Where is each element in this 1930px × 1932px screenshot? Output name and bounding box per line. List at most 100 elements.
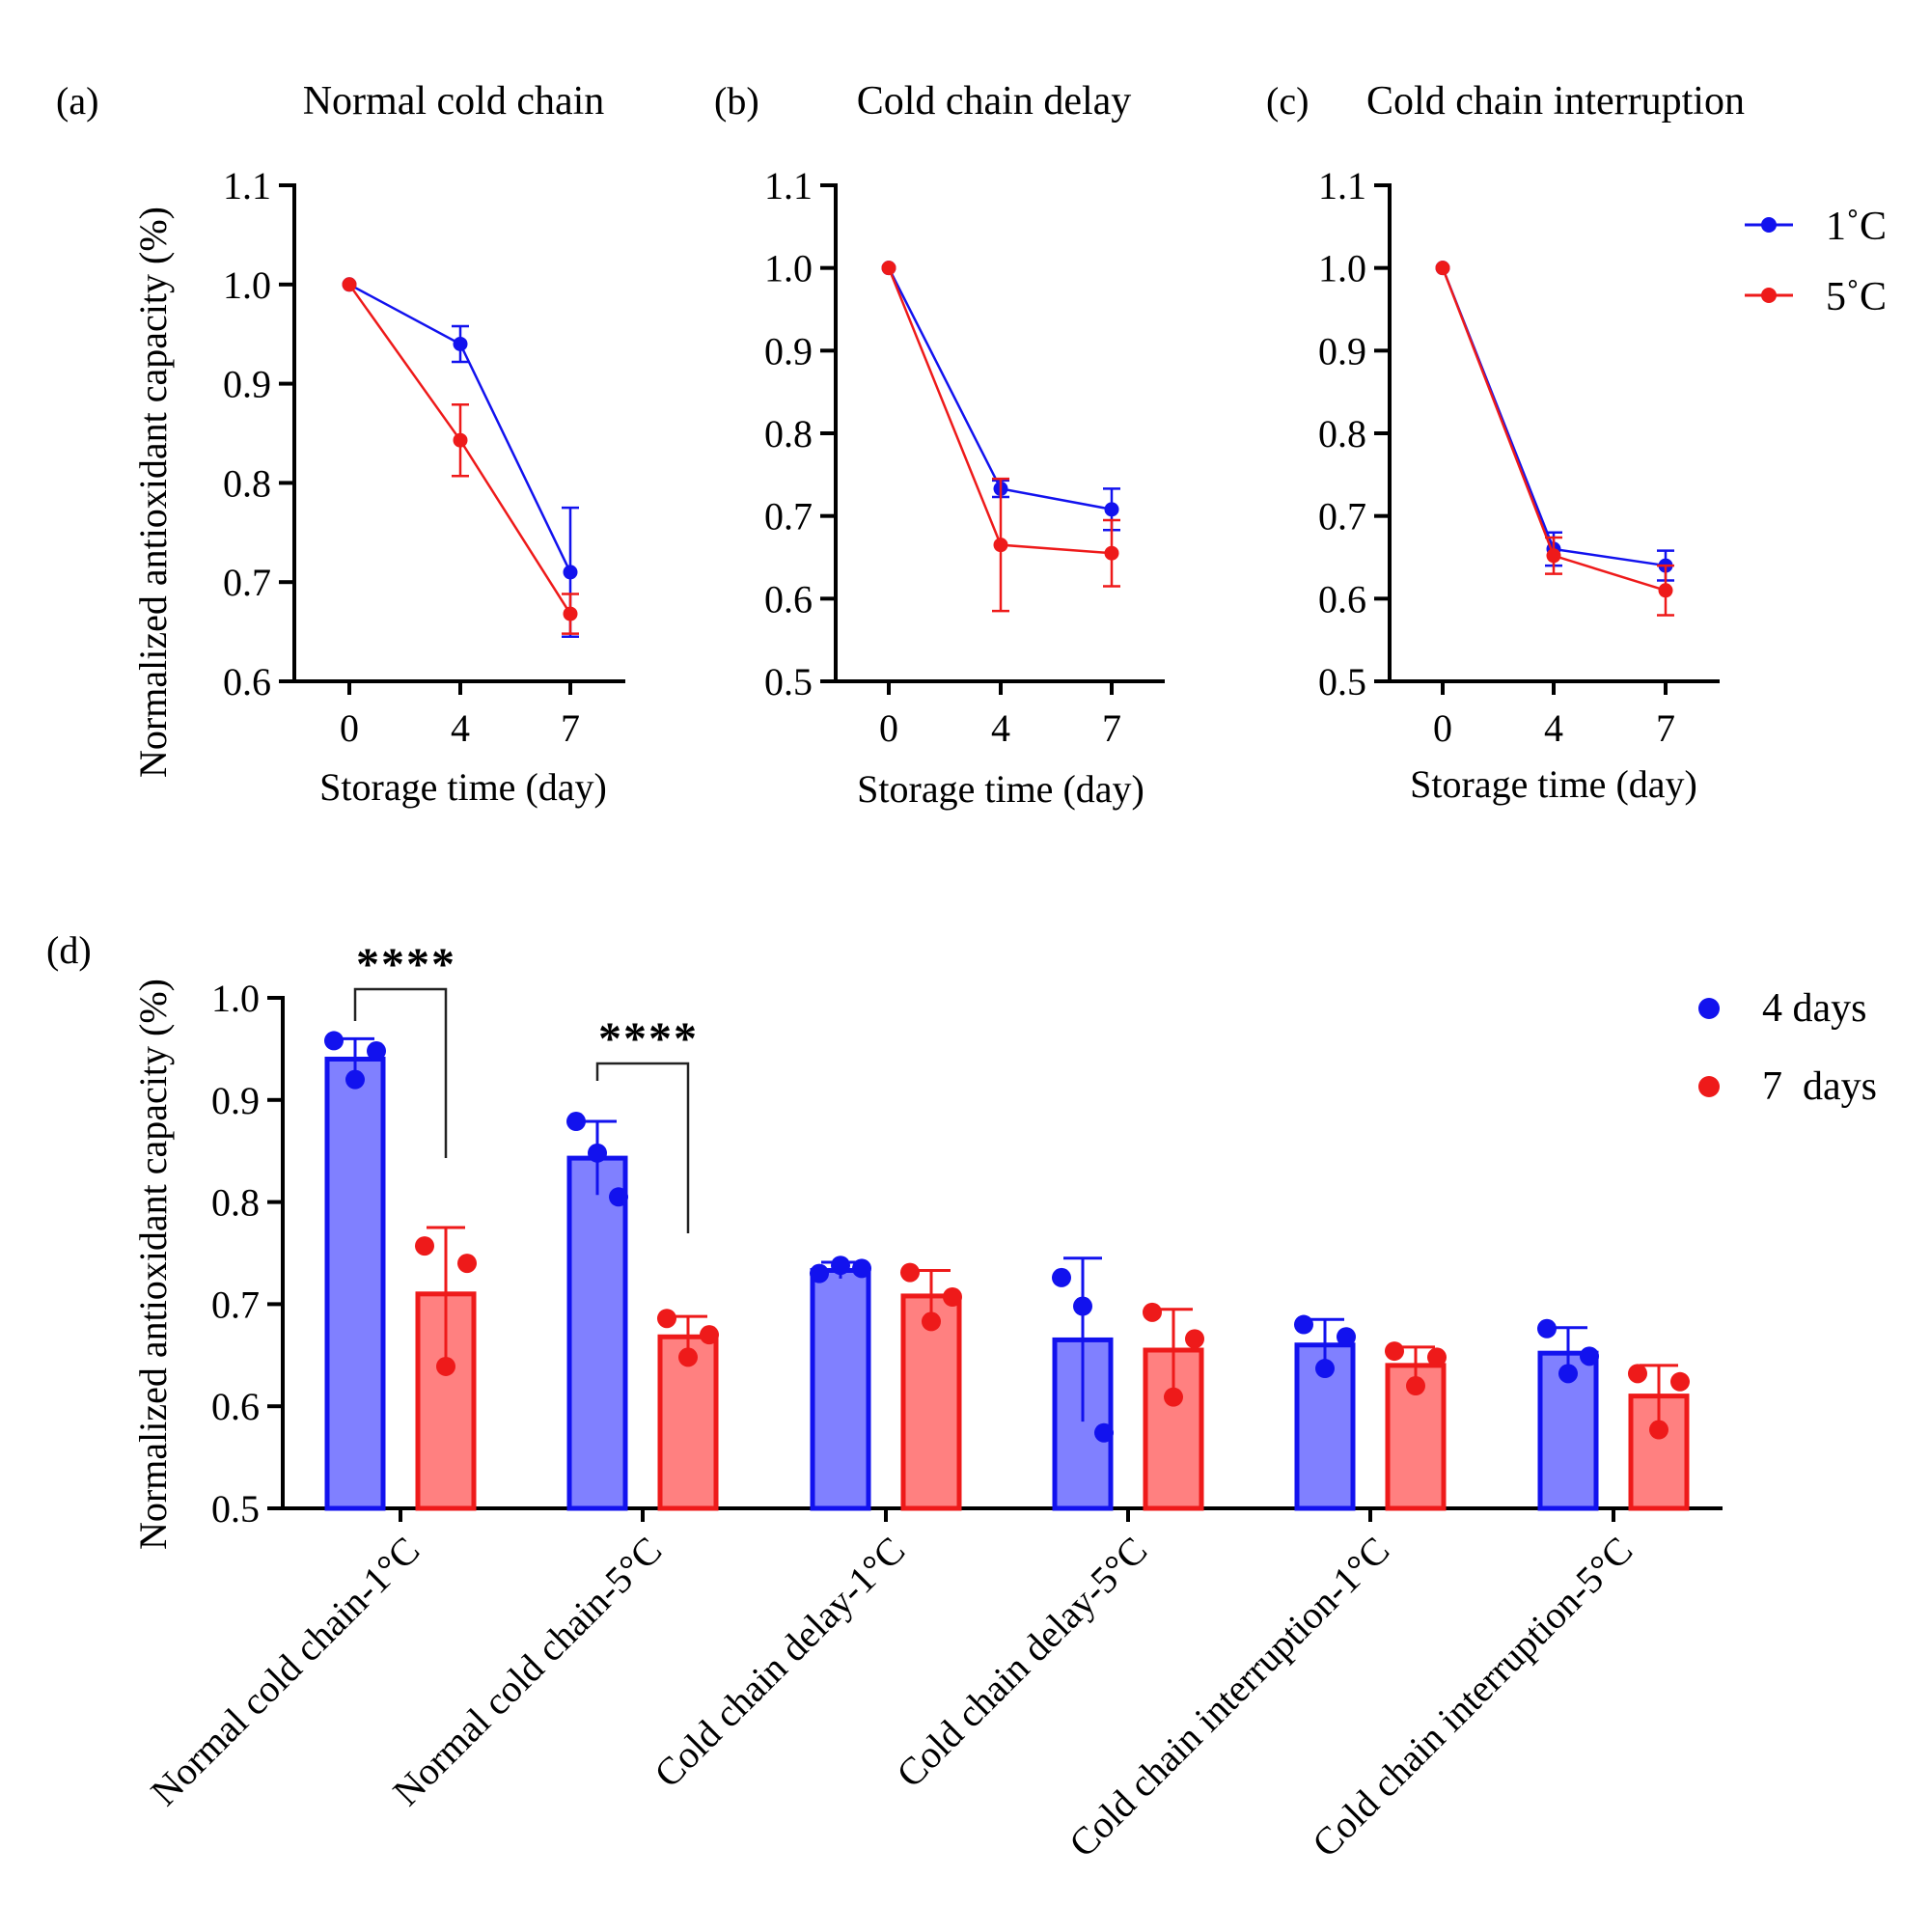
x-tick-label: Normal cold chain-5°C bbox=[384, 1529, 670, 1814]
y-tick-label: 0.6 bbox=[1318, 577, 1366, 621]
panel-c-label: (c) bbox=[1266, 79, 1309, 123]
y-tick-label: 1.1 bbox=[223, 164, 271, 207]
significance-bracket bbox=[353, 987, 448, 1158]
bar bbox=[566, 1155, 628, 1511]
data-point bbox=[1104, 502, 1119, 517]
panel-a-plot: 0.6 0.7 0.8 0.9 1.0 1.1 0 4 7 bbox=[223, 164, 625, 750]
y-tick-label: 1.0 bbox=[764, 247, 813, 290]
panel-a-ylabel: Normalized antioxidant capacity (%) bbox=[131, 207, 175, 778]
panel-b-xlabel: Storage time (day) bbox=[857, 767, 1144, 811]
significance-bracket bbox=[595, 1062, 690, 1233]
y-tick-label: 0.8 bbox=[764, 412, 813, 455]
y-tick-label: 0.5 bbox=[1318, 660, 1366, 704]
replicate-point bbox=[1094, 1422, 1114, 1443]
replicate-point bbox=[457, 1254, 477, 1274]
significance-label: **** bbox=[598, 1013, 699, 1064]
x-tick-label: 0 bbox=[1433, 706, 1452, 750]
replicate-point bbox=[831, 1256, 850, 1276]
y-tick-label: 1.1 bbox=[764, 164, 813, 207]
x-tick-label: 0 bbox=[879, 706, 898, 750]
replicate-point bbox=[1185, 1329, 1204, 1349]
replicate-point bbox=[1164, 1387, 1183, 1407]
panel-c-title: Cold chain interruption bbox=[1366, 79, 1745, 124]
y-tick-label: 1.0 bbox=[211, 977, 260, 1020]
legend-7days-label: 7 days bbox=[1762, 1064, 1877, 1109]
legend-storage: 4 days 7 days bbox=[1698, 986, 1877, 1109]
data-point bbox=[881, 261, 896, 276]
y-tick-label: 0.9 bbox=[211, 1079, 260, 1122]
data-point bbox=[1658, 583, 1673, 598]
replicate-point bbox=[324, 1031, 344, 1051]
legend-1c-label: 1˚C bbox=[1826, 205, 1887, 249]
legend-1c-marker bbox=[1761, 217, 1777, 233]
data-point bbox=[1104, 545, 1119, 561]
significance-label: **** bbox=[356, 939, 456, 990]
replicate-point bbox=[810, 1263, 829, 1283]
replicate-point bbox=[1649, 1420, 1668, 1440]
replicate-point bbox=[1143, 1302, 1162, 1322]
replicate-point bbox=[1670, 1371, 1690, 1392]
replicate-point bbox=[1558, 1364, 1578, 1384]
legend-7days-marker bbox=[1698, 1076, 1720, 1097]
x-tick-label: 4 bbox=[1544, 706, 1563, 750]
replicate-point bbox=[852, 1258, 871, 1279]
panel-b-title: Cold chain delay bbox=[857, 79, 1132, 124]
x-tick-label: 4 bbox=[991, 706, 1010, 750]
data-point bbox=[453, 336, 468, 351]
replicate-point bbox=[345, 1069, 365, 1090]
replicate-point bbox=[415, 1236, 434, 1256]
data-point bbox=[993, 538, 1008, 553]
replicate-point bbox=[566, 1112, 586, 1132]
replicate-point bbox=[1052, 1267, 1071, 1287]
y-tick-label: 0.9 bbox=[1318, 329, 1366, 373]
panel-d-ylabel: Normalized antioxidant capacity (%) bbox=[131, 979, 175, 1550]
y-tick-label: 0.7 bbox=[764, 495, 813, 538]
replicate-point bbox=[588, 1143, 607, 1163]
bar bbox=[324, 1056, 386, 1511]
y-tick-label: 0.6 bbox=[223, 660, 271, 704]
y-tick-label: 0.7 bbox=[223, 561, 271, 604]
y-tick-label: 0.6 bbox=[764, 577, 813, 621]
panel-a-title: Normal cold chain bbox=[303, 79, 605, 124]
y-tick-label: 0.8 bbox=[211, 1181, 260, 1225]
data-point bbox=[1435, 261, 1450, 276]
panel-b-plot: 0.5 0.6 0.7 0.8 0.9 1.0 1.1 0 4 7 bbox=[764, 164, 1165, 750]
replicate-point bbox=[1537, 1318, 1557, 1339]
data-point bbox=[342, 277, 357, 292]
panel-d-plot: 0.5 0.6 0.7 0.8 0.9 1.0 Normal cold chain-1°CN… bbox=[142, 939, 1723, 1865]
replicate-point bbox=[1337, 1327, 1356, 1347]
panel-a-xlabel: Storage time (day) bbox=[319, 765, 607, 809]
panel-d-label: (d) bbox=[46, 928, 92, 972]
y-tick-label: 0.9 bbox=[764, 329, 813, 373]
x-tick-label: 7 bbox=[1656, 706, 1675, 750]
y-tick-label: 0.7 bbox=[211, 1283, 260, 1326]
replicate-point bbox=[900, 1262, 920, 1283]
x-tick-label: 4 bbox=[451, 706, 470, 750]
legend-5c-label: 5˚C bbox=[1826, 275, 1887, 319]
y-tick-label: 1.1 bbox=[1318, 164, 1366, 207]
y-tick-label: 0.8 bbox=[1318, 412, 1366, 455]
y-tick-label: 0.9 bbox=[223, 363, 271, 406]
y-tick-label: 0.7 bbox=[1318, 495, 1366, 538]
bar bbox=[810, 1267, 871, 1511]
replicate-point bbox=[678, 1347, 698, 1367]
panel-c-xlabel: Storage time (day) bbox=[1410, 762, 1697, 806]
legend-temperature: 1˚C 5˚C bbox=[1745, 205, 1887, 319]
replicate-point bbox=[1628, 1364, 1647, 1384]
replicate-point bbox=[1073, 1296, 1092, 1316]
panel-a-label: (a) bbox=[56, 79, 98, 123]
replicate-point bbox=[700, 1325, 719, 1345]
replicate-point bbox=[943, 1286, 962, 1307]
replicate-point bbox=[1315, 1359, 1335, 1379]
panel-c-plot: 0.5 0.6 0.7 0.8 0.9 1.0 1.1 0 4 7 bbox=[1318, 164, 1720, 750]
data-point bbox=[563, 606, 578, 621]
y-tick-label: 0.8 bbox=[223, 461, 271, 505]
y-tick-label: 0.6 bbox=[211, 1385, 260, 1428]
x-tick-label: Normal cold chain-1°C bbox=[142, 1529, 427, 1814]
legend-4days-label: 4 days bbox=[1762, 986, 1867, 1031]
legend-5c-marker bbox=[1761, 288, 1777, 303]
replicate-point bbox=[1427, 1347, 1447, 1367]
y-tick-label: 1.0 bbox=[223, 263, 271, 307]
x-tick-label: 7 bbox=[561, 706, 580, 750]
